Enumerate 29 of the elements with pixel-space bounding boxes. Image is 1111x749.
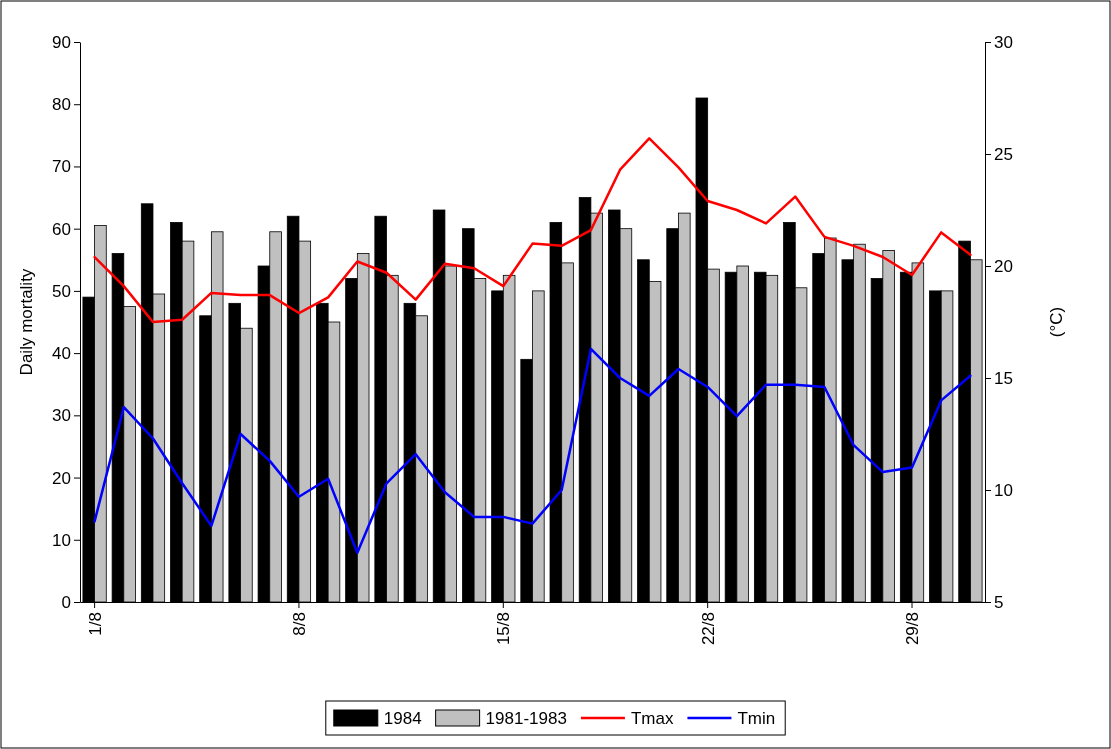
x-tick-label: 15/8 — [494, 612, 514, 646]
line-series — [93, 137, 972, 324]
y-tick-label: 90 — [52, 32, 71, 52]
y2-tick-label: 30 — [994, 32, 1013, 52]
y2-tick-label: 15 — [994, 368, 1013, 388]
y2-tick-label: 10 — [994, 480, 1013, 500]
y-tick-label: 10 — [52, 530, 71, 550]
legend-label: Tmin — [737, 708, 776, 728]
legend-label: 1984 — [383, 708, 422, 728]
y-axis-title: Daily mortality — [17, 268, 36, 376]
y-tick-label: 30 — [52, 406, 71, 426]
x-tick-label: 29/8 — [902, 612, 922, 646]
legend-label: 1981-1983 — [485, 708, 567, 728]
y-tick-label: 80 — [52, 95, 71, 115]
line-series — [93, 347, 972, 554]
y-tick-label: 60 — [52, 219, 71, 239]
x-tick-label: 1/8 — [85, 612, 105, 636]
y-tick-label: 50 — [52, 281, 71, 301]
y-tick-label: 70 — [52, 157, 71, 177]
legend-label: Tmax — [630, 708, 674, 728]
y2-tick-label: 20 — [994, 256, 1013, 276]
y-tick-label: 0 — [61, 592, 71, 612]
y2-tick-label: 5 — [994, 592, 1004, 612]
y-tick-label: 20 — [52, 468, 71, 488]
y-tick-label: 40 — [52, 344, 71, 364]
x-tick-label: 8/8 — [289, 612, 309, 636]
y2-axis-title: (°C) — [1047, 306, 1066, 338]
y2-tick-label: 25 — [994, 144, 1013, 164]
x-tick-label: 22/8 — [698, 612, 718, 646]
